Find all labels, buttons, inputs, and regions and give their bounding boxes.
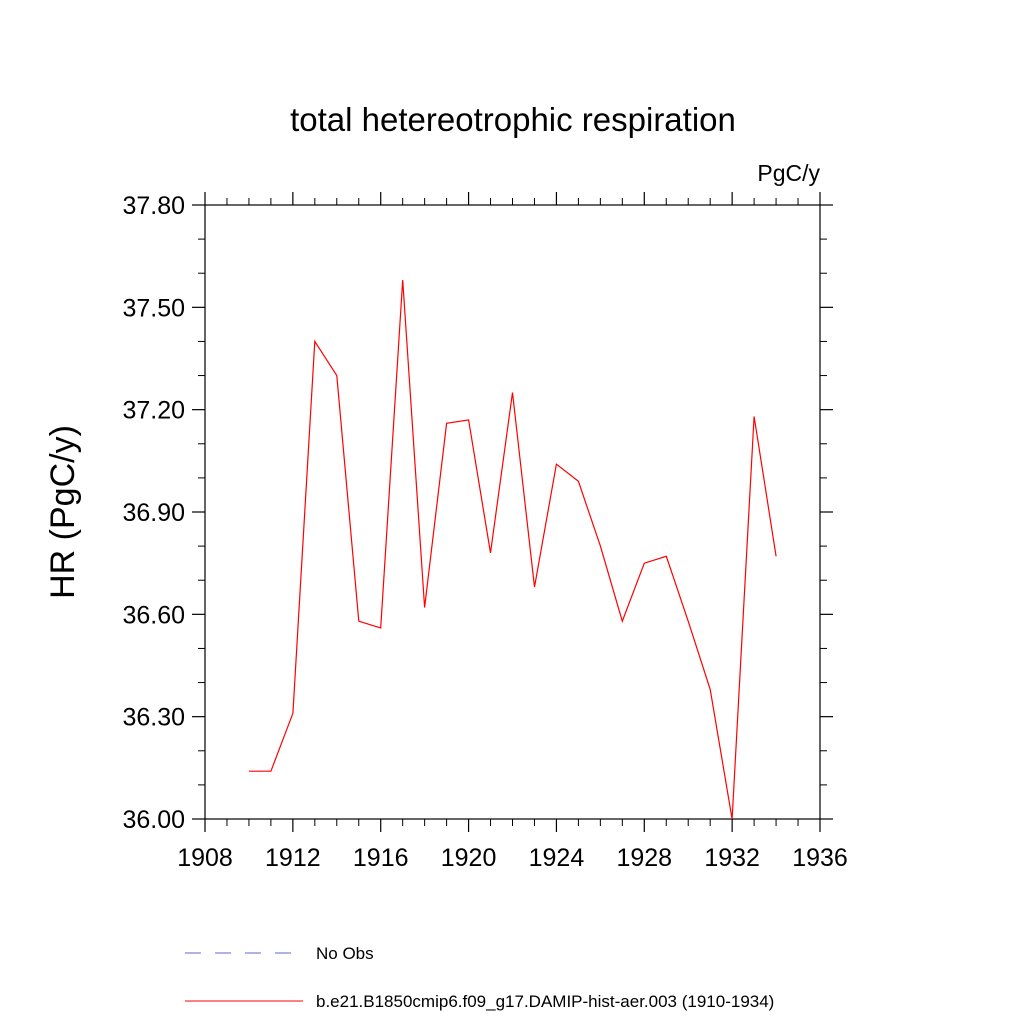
legend-label-0: No Obs bbox=[316, 944, 374, 963]
y-tick-label: 36.00 bbox=[122, 806, 185, 834]
x-tick-label: 1908 bbox=[177, 844, 233, 872]
plot-frame bbox=[204, 204, 821, 820]
y-tick-label: 36.60 bbox=[122, 601, 185, 629]
y-axis-label: HR (PgC/y) bbox=[44, 425, 82, 599]
x-tick-label: 1916 bbox=[353, 844, 409, 872]
y-tick-label: 37.50 bbox=[122, 294, 185, 322]
x-tick-label: 1936 bbox=[792, 844, 848, 872]
y-tick-label: 37.20 bbox=[122, 397, 185, 425]
series-line-1 bbox=[248, 279, 777, 820]
units-label: PgC/y bbox=[757, 160, 820, 186]
x-tick-label: 1924 bbox=[529, 844, 585, 872]
y-tick-label: 36.90 bbox=[122, 499, 185, 527]
legend-label-1: b.e21.B1850cmip6.f09_g17.DAMIP-hist-aer.… bbox=[316, 992, 774, 1011]
x-tick-label: 1932 bbox=[704, 844, 760, 872]
series-layer bbox=[248, 279, 777, 820]
y-tick-label: 36.30 bbox=[122, 704, 185, 732]
x-tick-label: 1928 bbox=[616, 844, 672, 872]
legend: No Obs b.e21.B1850cmip6.f09_g17.DAMIP-his… bbox=[185, 944, 774, 1011]
x-tick-label: 1912 bbox=[265, 844, 321, 872]
y-tick-label: 37.80 bbox=[122, 192, 185, 220]
x-tick-label: 1920 bbox=[441, 844, 497, 872]
chart-title: total hetereotrophic respiration bbox=[290, 101, 736, 138]
axes: 1908 1912 1916 1920 1924 1928 1932 1936 36.00 36.… bbox=[122, 192, 848, 872]
